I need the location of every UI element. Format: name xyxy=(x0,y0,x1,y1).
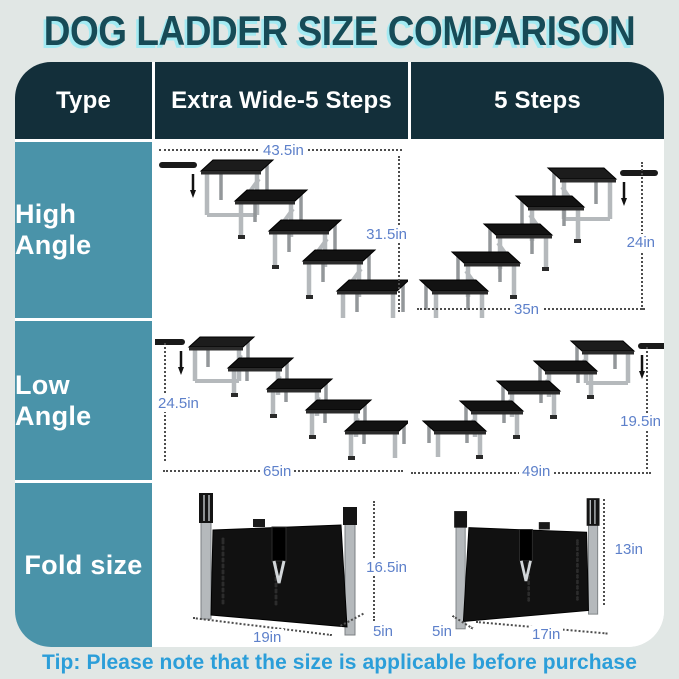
dimension-label-height: 24.5in xyxy=(155,395,202,412)
dimension-label-bottom-width: 49in xyxy=(519,463,554,480)
ladder-illustration-high-angle-extra-wide xyxy=(159,159,408,318)
ladder-illustration-low-angle-5-steps xyxy=(421,340,664,459)
cell-low-angle-5-steps: 19.5in 49in xyxy=(411,321,664,480)
dimension-label-height: 13in xyxy=(611,541,646,558)
row-label-fold-size: Fold size xyxy=(15,483,152,647)
cell-high-angle-extra-wide: 43.5in 31.5in xyxy=(155,142,410,318)
tip-note: Tip: Please note that the size is applic… xyxy=(0,651,679,675)
dimension-label-height: 16.5in xyxy=(363,559,410,576)
tip-label: Tip: xyxy=(42,651,81,674)
cell-fold-size-extra-wide: 16.5in 19in 5in xyxy=(155,483,410,647)
ladder-illustration-high-angle-5-steps xyxy=(418,167,658,318)
dimension-label-bottom-width: 35n xyxy=(511,301,543,318)
page-title: DOG LADDER SIZE COMPARISON xyxy=(43,7,636,54)
header-type: Type xyxy=(15,62,152,139)
cell-fold-size-5-steps: 13in 17in 5in xyxy=(411,483,664,647)
folded-ladder-illustration-5-steps xyxy=(454,498,600,630)
dimension-label-height: 31.5in xyxy=(363,226,410,243)
dim-line-height xyxy=(646,347,648,469)
comparison-table: Type Extra Wide-5 Steps 5 Steps High Ang… xyxy=(15,62,664,647)
cell-low-angle-extra-wide: 24.5in 65in xyxy=(155,321,408,480)
dimension-label-bottom-width: 65in xyxy=(260,463,295,480)
header-5-steps: 5 Steps xyxy=(411,62,664,139)
dimension-label-width: 17in xyxy=(529,626,564,643)
header-extra-wide-5-steps: Extra Wide-5 Steps xyxy=(155,62,408,139)
row-label-high-angle: High Angle xyxy=(15,142,152,318)
dimension-label-depth: 5in xyxy=(369,623,396,640)
dimension-label-height: 24in xyxy=(623,234,658,251)
folded-ladder-illustration-extra-wide xyxy=(199,493,357,636)
cell-high-angle-5-steps: 24in 35n xyxy=(411,142,664,318)
tip-text: Please note that the size is applicable … xyxy=(86,651,637,674)
dimension-label-height: 19.5in xyxy=(617,413,664,430)
dimension-label-top-width: 43.5in xyxy=(260,142,307,159)
dimension-label-depth: 5in xyxy=(429,623,456,640)
ladder-illustration-low-angle-extra-wide xyxy=(155,336,408,460)
row-label-low-angle: Low Angle xyxy=(15,321,152,480)
dimension-label-width: 19in xyxy=(250,629,285,646)
dim-line-height xyxy=(603,499,605,605)
